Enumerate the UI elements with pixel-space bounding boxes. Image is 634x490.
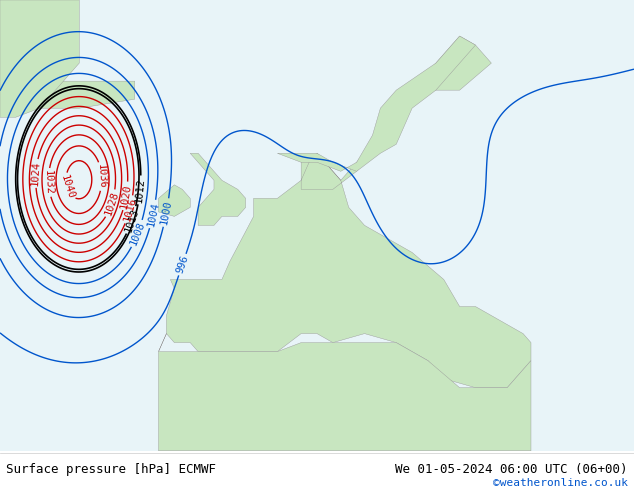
Text: Surface pressure [hPa] ECMWF: Surface pressure [hPa] ECMWF	[6, 463, 216, 476]
Text: 1004: 1004	[146, 201, 160, 227]
Text: 996: 996	[174, 254, 190, 275]
Text: 1024: 1024	[30, 161, 42, 186]
Polygon shape	[39, 81, 134, 108]
Polygon shape	[158, 343, 531, 451]
Text: 1012: 1012	[134, 177, 146, 203]
Text: 1040: 1040	[58, 173, 75, 200]
Text: 1020: 1020	[119, 183, 133, 209]
Text: 1008: 1008	[128, 220, 147, 247]
Text: 1036: 1036	[96, 164, 107, 189]
Polygon shape	[278, 36, 476, 171]
Text: 1016: 1016	[122, 196, 138, 223]
Polygon shape	[158, 36, 531, 388]
Text: ©weatheronline.co.uk: ©weatheronline.co.uk	[493, 478, 628, 488]
Text: 1028: 1028	[103, 190, 120, 217]
Text: 1000: 1000	[159, 199, 174, 226]
Text: 1013: 1013	[123, 207, 141, 234]
Polygon shape	[190, 153, 246, 225]
Polygon shape	[0, 0, 79, 117]
Polygon shape	[158, 185, 190, 217]
Text: We 01-05-2024 06:00 UTC (06+00): We 01-05-2024 06:00 UTC (06+00)	[395, 463, 628, 476]
Text: 1032: 1032	[43, 170, 54, 195]
